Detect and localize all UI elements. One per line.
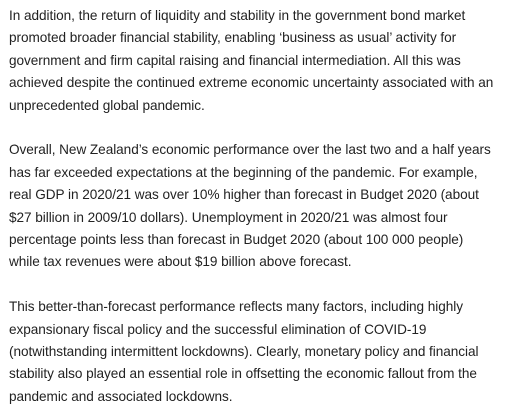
paragraph-liquidity: In addition, the return of liquidity and… (9, 5, 529, 117)
paragraph-line: achieved despite the continued extreme e… (9, 75, 494, 91)
paragraph-line: unprecedented global pandemic. (9, 97, 205, 113)
paragraph-line: In addition, the return of liquidity and… (9, 8, 466, 23)
paragraph-contributing-factors: This better-than-forecast performance re… (9, 296, 529, 408)
paragraph-line: real GDP in 2020/21 was over 10% higher … (9, 187, 479, 203)
paragraph-economic-performance: Overall, New Zealand’s economic performa… (9, 139, 529, 273)
paragraph-spacer (9, 117, 529, 139)
document-body: In addition, the return of liquidity and… (9, 5, 529, 408)
paragraph-line: percentage points less than forecast in … (9, 232, 464, 248)
paragraph-line: (notwithstanding intermittent lockdowns)… (9, 344, 479, 360)
paragraph-line: government and firm capital raising and … (9, 52, 461, 68)
paragraph-line: has far exceeded expectations at the beg… (9, 164, 478, 180)
paragraph-line: Overall, New Zealand’s economic performa… (9, 142, 491, 158)
paragraph-line: expansionary fiscal policy and the succe… (9, 321, 427, 337)
paragraph-spacer (9, 274, 529, 296)
paragraph-line: stability also played an essential role … (9, 366, 477, 382)
paragraph-line: pandemic and associated lockdowns. (9, 388, 233, 404)
paragraph-line: promoted broader financial stability, en… (9, 30, 457, 46)
paragraph-line: while tax revenues were about $19 billio… (9, 254, 352, 270)
paragraph-line: $27 billion in 2009/10 dollars). Unemplo… (9, 209, 448, 225)
paragraph-line: This better-than-forecast performance re… (9, 299, 464, 315)
